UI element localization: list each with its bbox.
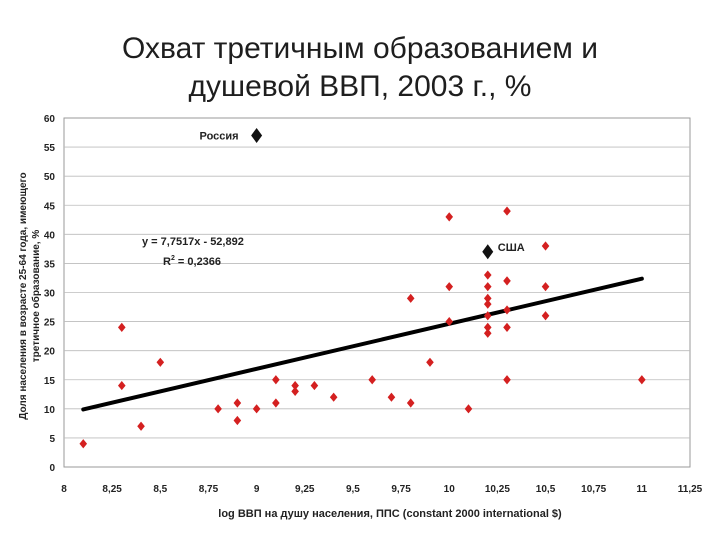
highlight-point <box>482 244 494 260</box>
highlight-point <box>251 127 263 143</box>
data-point <box>272 398 280 408</box>
y-tick-label: 40 <box>44 230 56 241</box>
chart-title: Охват третичным образованием и душевой В… <box>0 30 720 106</box>
data-point <box>79 439 88 449</box>
x-tick-label: 10 <box>444 484 456 495</box>
data-point <box>406 398 415 408</box>
data-point <box>503 375 511 385</box>
data-point <box>483 293 492 303</box>
x-tick-label: 11 <box>637 484 648 495</box>
data-point <box>233 398 242 408</box>
trend-line <box>81 276 644 412</box>
data-point <box>117 322 126 332</box>
y-tick-label: 55 <box>44 143 56 154</box>
y-tick-label: 45 <box>44 201 56 212</box>
data-point <box>137 421 145 431</box>
data-point <box>483 270 492 280</box>
x-tick-label: 8 <box>61 484 67 495</box>
x-tick-label: 10,25 <box>485 484 510 495</box>
x-tick-label: 10,5 <box>536 484 556 495</box>
data-point <box>445 212 454 222</box>
chart-title-line-2: душевой ВВП, 2003 г., % <box>188 70 532 103</box>
y-tick-label: 35 <box>44 259 56 270</box>
data-point <box>541 311 550 321</box>
data-point <box>503 276 511 286</box>
y-tick-label: 20 <box>44 347 56 358</box>
data-point <box>406 293 415 303</box>
data-point <box>387 392 396 402</box>
y-tick-label: 60 <box>44 114 56 125</box>
data-point <box>483 328 492 338</box>
data-point <box>483 311 492 321</box>
data-point <box>541 241 550 251</box>
data-point <box>483 322 492 332</box>
data-point <box>156 357 165 367</box>
data-point <box>638 375 646 385</box>
y-tick-label: 5 <box>49 434 55 445</box>
x-tick-label: 10,75 <box>581 484 606 495</box>
data-point <box>503 206 511 216</box>
y-tick-label: 25 <box>44 318 56 329</box>
x-tick-label: 9 <box>254 484 260 495</box>
x-tick-label: 11,25 <box>678 484 703 495</box>
x-axis-label: log ВВП на душу населения, ППС (constant… <box>218 508 562 520</box>
regression-equation: y = 7,7517x - 52,892 <box>142 236 244 248</box>
data-point <box>291 386 299 396</box>
data-point <box>252 404 261 414</box>
y-tick-label: 15 <box>44 376 56 387</box>
y-tick-label: 10 <box>44 405 56 416</box>
regression-r2: R2 = 0,2366 <box>163 255 221 268</box>
x-tick-label: 9,25 <box>295 484 315 495</box>
data-point <box>503 305 511 315</box>
data-point <box>426 357 434 367</box>
data-point <box>329 392 338 402</box>
data-point <box>291 380 299 391</box>
y-tick-label: 50 <box>44 172 56 183</box>
data-point <box>541 282 550 292</box>
data-point <box>445 282 454 292</box>
data-point <box>272 375 280 385</box>
x-tick-label: 8,25 <box>102 484 122 495</box>
x-tick-label: 8,5 <box>153 484 167 495</box>
x-tick-label: 9,5 <box>346 484 360 495</box>
data-point <box>233 415 242 426</box>
data-point <box>503 322 511 332</box>
chart-title-line-1: Охват третичным образованием и <box>121 32 599 65</box>
data-point <box>483 282 492 292</box>
data-point <box>368 375 376 385</box>
data-point <box>445 316 454 327</box>
data-point <box>483 299 492 309</box>
data-point <box>117 380 126 391</box>
x-tick-label: 8,75 <box>199 484 219 495</box>
data-point <box>464 404 473 414</box>
data-point <box>310 380 319 391</box>
data-point <box>214 404 222 414</box>
x-tick-label: 9,75 <box>391 484 411 495</box>
highlight-label: США <box>498 242 525 254</box>
highlight-label: Россия <box>200 130 239 142</box>
y-tick-label: 0 <box>49 463 55 474</box>
y-tick-label: 30 <box>44 289 56 300</box>
